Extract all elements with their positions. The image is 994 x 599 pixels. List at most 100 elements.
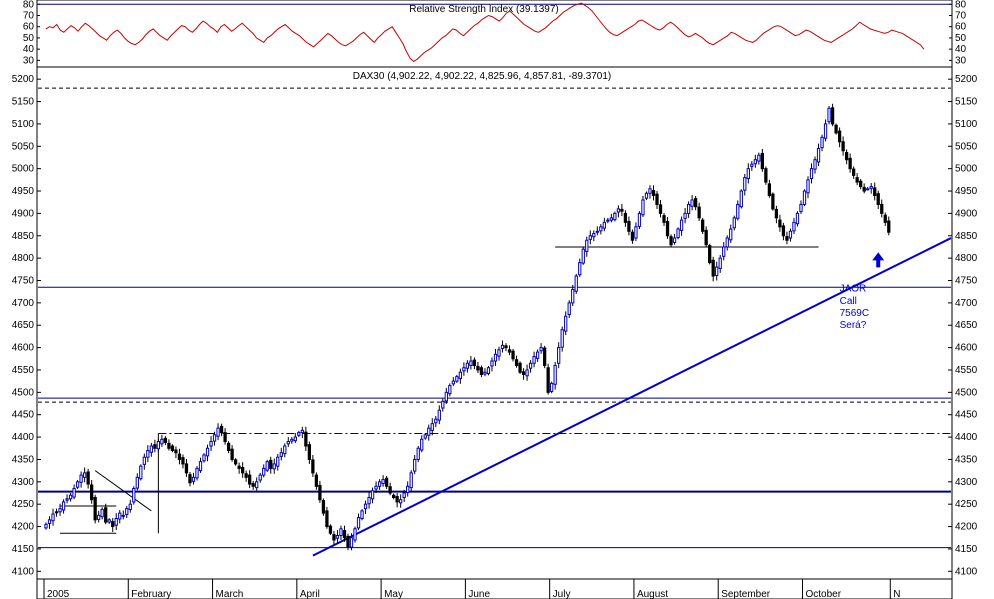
- candle-body: [606, 219, 610, 222]
- candle-body: [876, 193, 880, 205]
- candle-body: [602, 221, 606, 229]
- candle-body: [834, 124, 838, 134]
- candle-body: [146, 450, 150, 458]
- candle-body: [346, 535, 350, 548]
- candle-body: [676, 228, 680, 239]
- candle-body: [525, 369, 529, 377]
- candle-body: [388, 486, 392, 494]
- candle-body: [820, 136, 824, 149]
- candle-body: [293, 436, 297, 442]
- trend-line: [312, 237, 952, 557]
- price-title: DAX30 (4,902.22, 4,902.22, 4,825.96, 4,8…: [353, 71, 612, 82]
- candle-body: [370, 490, 375, 500]
- candle-body: [72, 488, 76, 498]
- candle-body: [441, 400, 445, 409]
- candle-body: [444, 391, 448, 402]
- candle-body: [806, 179, 810, 194]
- candle-body: [177, 453, 182, 460]
- candle-body: [121, 514, 125, 517]
- candle-body: [448, 385, 452, 395]
- price-tick-label-left: 4900: [12, 208, 35, 219]
- candle-body: [827, 107, 831, 123]
- candle-body: [75, 481, 80, 488]
- x-tick-label: August: [637, 589, 668, 599]
- candle-body: [792, 221, 796, 232]
- candle-body: [58, 508, 62, 513]
- price-tick-label-right: 4400: [955, 432, 978, 443]
- candle-body: [223, 432, 227, 443]
- candle-body: [276, 456, 280, 467]
- price-tick-label-right: 4750: [955, 276, 978, 287]
- candle-body: [160, 438, 164, 445]
- rsi-title: Relative Strength Index (39.1397): [409, 4, 559, 15]
- candle-body: [690, 199, 694, 207]
- candle-body: [191, 476, 196, 482]
- candle-body: [795, 212, 800, 225]
- candle-body: [258, 474, 262, 481]
- price-tick-label-right: 4250: [955, 499, 978, 510]
- candle-body: [574, 275, 578, 292]
- candle-body: [683, 212, 687, 219]
- candle-body: [262, 467, 266, 476]
- price-tick-label-left: 5200: [12, 74, 35, 85]
- candle-body: [553, 365, 557, 385]
- price-tick-label-right: 4100: [955, 566, 978, 577]
- candle-body: [65, 498, 69, 501]
- candle-body: [627, 220, 631, 232]
- x-tick-label: March: [216, 589, 244, 599]
- candle-body: [781, 225, 786, 237]
- candle-body: [697, 206, 701, 219]
- rsi-tick-label-right: 50: [955, 33, 967, 44]
- candle-body: [729, 228, 733, 241]
- candle-body: [427, 427, 431, 436]
- candle-body: [725, 237, 729, 248]
- candle-body: [546, 367, 550, 393]
- candle-body: [86, 471, 90, 485]
- candle-body: [465, 362, 470, 369]
- candle-body: [384, 477, 389, 487]
- price-tick-label-left: 4400: [12, 432, 35, 443]
- price-tick-label-right: 4300: [955, 477, 978, 488]
- candle-body: [750, 163, 754, 167]
- candle-body: [507, 349, 512, 353]
- candle-body: [595, 230, 599, 233]
- candle-body: [557, 347, 561, 364]
- candle-body: [651, 190, 656, 197]
- rsi-tick-label-left: 70: [23, 10, 35, 21]
- candle-body: [100, 509, 104, 518]
- price-tick-label-right: 5150: [955, 97, 978, 108]
- price-tick-label-left: 5150: [12, 97, 35, 108]
- candle-body: [757, 154, 761, 162]
- candle-body: [230, 448, 234, 460]
- candle-body: [883, 214, 887, 223]
- candle-body: [500, 344, 505, 349]
- rsi-tick-label-left: 40: [23, 44, 35, 55]
- candle-body: [753, 159, 757, 165]
- x-tick-label: June: [468, 589, 490, 599]
- candle-body: [504, 345, 508, 349]
- candle-body: [170, 445, 175, 451]
- candle-body: [430, 423, 434, 431]
- candle-body: [328, 525, 333, 534]
- candle-body: [862, 186, 866, 192]
- price-candles: [44, 103, 891, 551]
- candle-body: [816, 148, 821, 163]
- annotation-text: JAOR: [840, 284, 867, 295]
- candle-body: [54, 511, 59, 514]
- rsi-tick-label-left: 50: [23, 33, 35, 44]
- candle-body: [311, 459, 315, 474]
- candle-body: [149, 445, 153, 453]
- price-tick-label-right: 4550: [955, 365, 978, 376]
- candle-body: [342, 530, 347, 539]
- candle-body: [823, 123, 828, 139]
- price-tick-label-right: 5050: [955, 141, 978, 152]
- candle-body: [283, 445, 287, 455]
- candle-body: [339, 528, 343, 537]
- candle-body: [722, 246, 726, 257]
- candle-body: [641, 199, 645, 216]
- candle-body: [715, 266, 719, 277]
- x-tick-label: July: [553, 589, 571, 599]
- candle-body: [648, 188, 652, 194]
- candle-body: [764, 168, 768, 183]
